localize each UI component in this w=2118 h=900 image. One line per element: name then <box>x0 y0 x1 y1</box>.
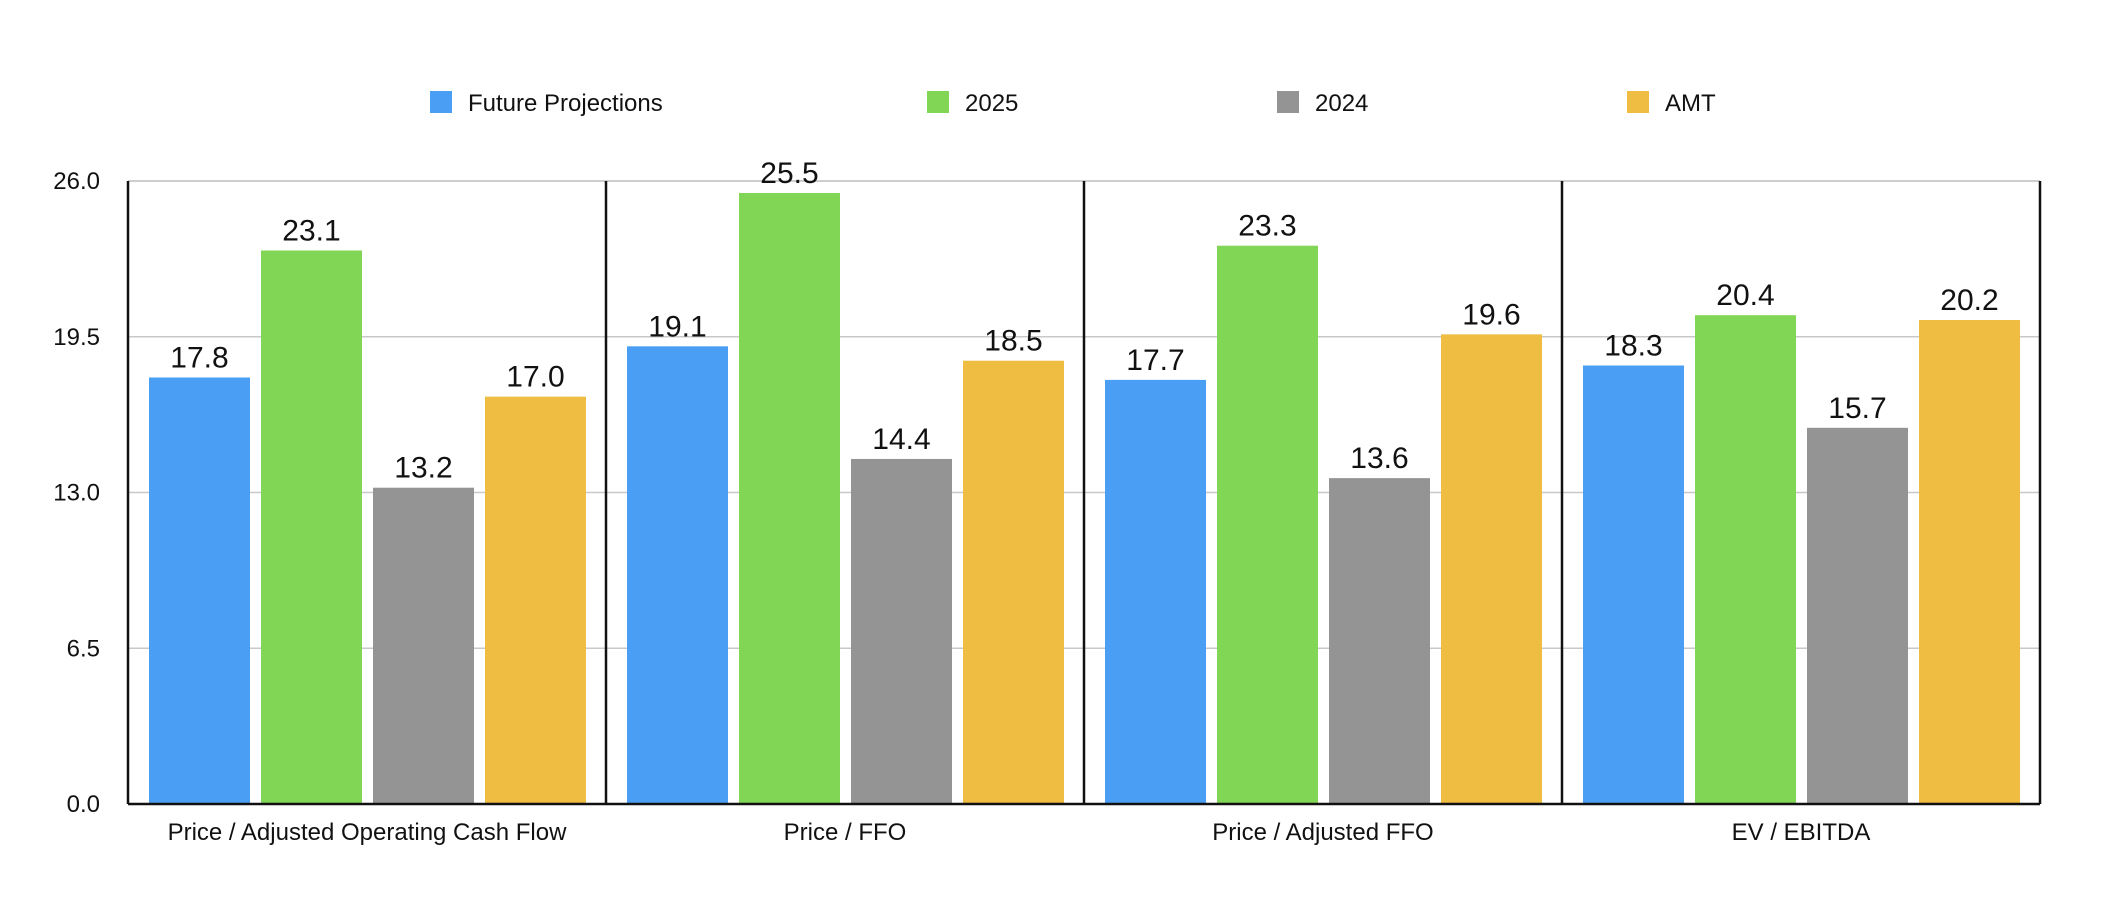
bar-amt-price-adjusted-ffo <box>1441 334 1542 804</box>
x-axis: Price / Adjusted Operating Cash Flow Pric… <box>168 819 1871 846</box>
legend-swatch-future-projections <box>430 91 452 113</box>
bar-future-projections-price-adjusted-ffo <box>1105 379 1206 804</box>
legend-label: 2025 <box>965 90 1018 117</box>
data-label: 19.6 <box>1462 298 1520 331</box>
legend-swatch-2024 <box>1277 91 1299 113</box>
bar-amt-ev-ebitda <box>1919 319 2020 804</box>
x-category-label: Price / FFO <box>784 819 907 846</box>
data-label: 25.5 <box>760 157 818 190</box>
legend: Future Projections 2025 2024 AMT <box>430 90 1716 117</box>
data-label: 14.4 <box>872 423 930 456</box>
legend-label: 2024 <box>1315 90 1368 117</box>
bar-future-projections-ev-ebitda <box>1583 365 1684 804</box>
legend-swatch-amt <box>1627 91 1649 113</box>
bar-2024-price-ffo <box>851 458 952 804</box>
data-label: 17.8 <box>170 341 228 374</box>
bar-2025-ev-ebitda <box>1695 315 1796 804</box>
data-label: 20.2 <box>1940 284 1998 317</box>
data-label: 18.5 <box>984 325 1042 358</box>
y-tick-label: 0.0 <box>67 791 100 818</box>
x-category-label: EV / EBITDA <box>1732 819 1871 846</box>
data-label: 17.7 <box>1126 344 1184 377</box>
bar-future-projections-price-adjusted-operating-cash-flow <box>149 377 250 804</box>
data-label: 19.1 <box>648 310 706 343</box>
y-tick-label: 13.0 <box>53 480 100 507</box>
bar-2024-price-adjusted-operating-cash-flow <box>373 487 474 804</box>
bars <box>149 192 2020 804</box>
data-label: 15.7 <box>1828 392 1886 425</box>
data-label: 23.1 <box>282 214 340 247</box>
data-label: 13.2 <box>394 452 452 485</box>
data-label: 13.6 <box>1350 442 1408 475</box>
legend-label: AMT <box>1665 90 1716 117</box>
data-label: 23.3 <box>1238 210 1296 243</box>
data-label: 20.4 <box>1716 279 1774 312</box>
legend-label: Future Projections <box>468 90 663 117</box>
data-label: 18.3 <box>1604 330 1662 363</box>
bar-amt-price-ffo <box>963 360 1064 804</box>
bar-2025-price-adjusted-ffo <box>1217 245 1318 804</box>
y-tick-label: 6.5 <box>67 635 100 662</box>
bar-amt-price-adjusted-operating-cash-flow <box>485 396 586 804</box>
plot-frame <box>126 180 2042 806</box>
bar-2025-price-adjusted-operating-cash-flow <box>261 250 362 804</box>
bar-2025-price-ffo <box>739 192 840 804</box>
data-labels: 17.8 23.1 13.2 17.0 19.1 25.5 14.4 18.5 17.7 23.3… <box>170 157 1998 485</box>
bar-future-projections-price-ffo <box>627 346 728 804</box>
y-axis: 0.0 6.5 13.0 19.5 26.0 <box>53 168 100 818</box>
bar-2024-ev-ebitda <box>1807 427 1908 804</box>
x-category-label: Price / Adjusted Operating Cash Flow <box>168 819 568 846</box>
data-label: 17.0 <box>506 361 564 394</box>
bar-2024-price-adjusted-ffo <box>1329 478 1430 804</box>
y-tick-label: 19.5 <box>53 324 100 351</box>
y-tick-label: 26.0 <box>53 168 100 195</box>
legend-swatch-2025 <box>927 91 949 113</box>
x-category-label: Price / Adjusted FFO <box>1212 819 1433 846</box>
